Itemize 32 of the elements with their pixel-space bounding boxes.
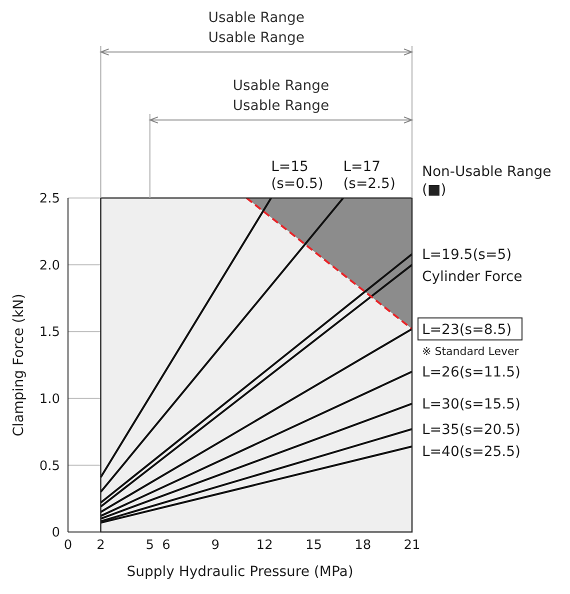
x-tick-label: 12 xyxy=(256,538,273,554)
text: Usable Range xyxy=(208,10,305,26)
text: ※ Standard Lever xyxy=(422,344,520,358)
x-tick-label: 18 xyxy=(354,538,372,554)
y-tick-label: 2.5 xyxy=(39,192,60,207)
series-label: L=19.5(s=5) xyxy=(422,247,512,264)
series-label: L=15 (s=0.5) xyxy=(271,159,324,192)
x-tick-label: 9 xyxy=(211,538,220,554)
series-label: L=26(s=11.5) xyxy=(422,364,520,381)
series-label: L=40(s=25.5) xyxy=(422,444,520,460)
x-tick-label: 0 xyxy=(64,538,72,554)
text: Usable Range xyxy=(208,30,305,46)
x-tick-label: 2 xyxy=(96,538,105,554)
x-tick-label: 15 xyxy=(305,538,322,554)
text: Usable Range xyxy=(232,78,330,94)
y-tick-label: 1.5 xyxy=(39,325,60,340)
series-label: L=23(s=8.5) xyxy=(422,322,512,338)
x-tick-label: 5 xyxy=(146,538,154,554)
x-tick-label: 21 xyxy=(404,538,420,554)
text: Non-Usable Range (■) xyxy=(422,164,552,198)
y-axis-title: Clamping Force (kN) xyxy=(10,294,27,436)
y-tick-label: 2.0 xyxy=(39,258,60,274)
series-label: Cylinder Force xyxy=(422,269,522,286)
text: Usable Range xyxy=(232,98,330,114)
y-tick-label: 0 xyxy=(52,526,60,541)
y-tick-label: 1.0 xyxy=(39,392,60,408)
series-label: L=30(s=15.5) xyxy=(422,396,520,413)
x-axis-title: Supply Hydraulic Pressure (MPa) xyxy=(126,564,354,580)
x-tick-label: 6 xyxy=(162,538,170,554)
series-label: L=35(s=20.5) xyxy=(422,422,520,438)
series-label: L=17 (s=2.5) xyxy=(343,159,396,192)
y-tick-label: 0.5 xyxy=(39,458,60,474)
